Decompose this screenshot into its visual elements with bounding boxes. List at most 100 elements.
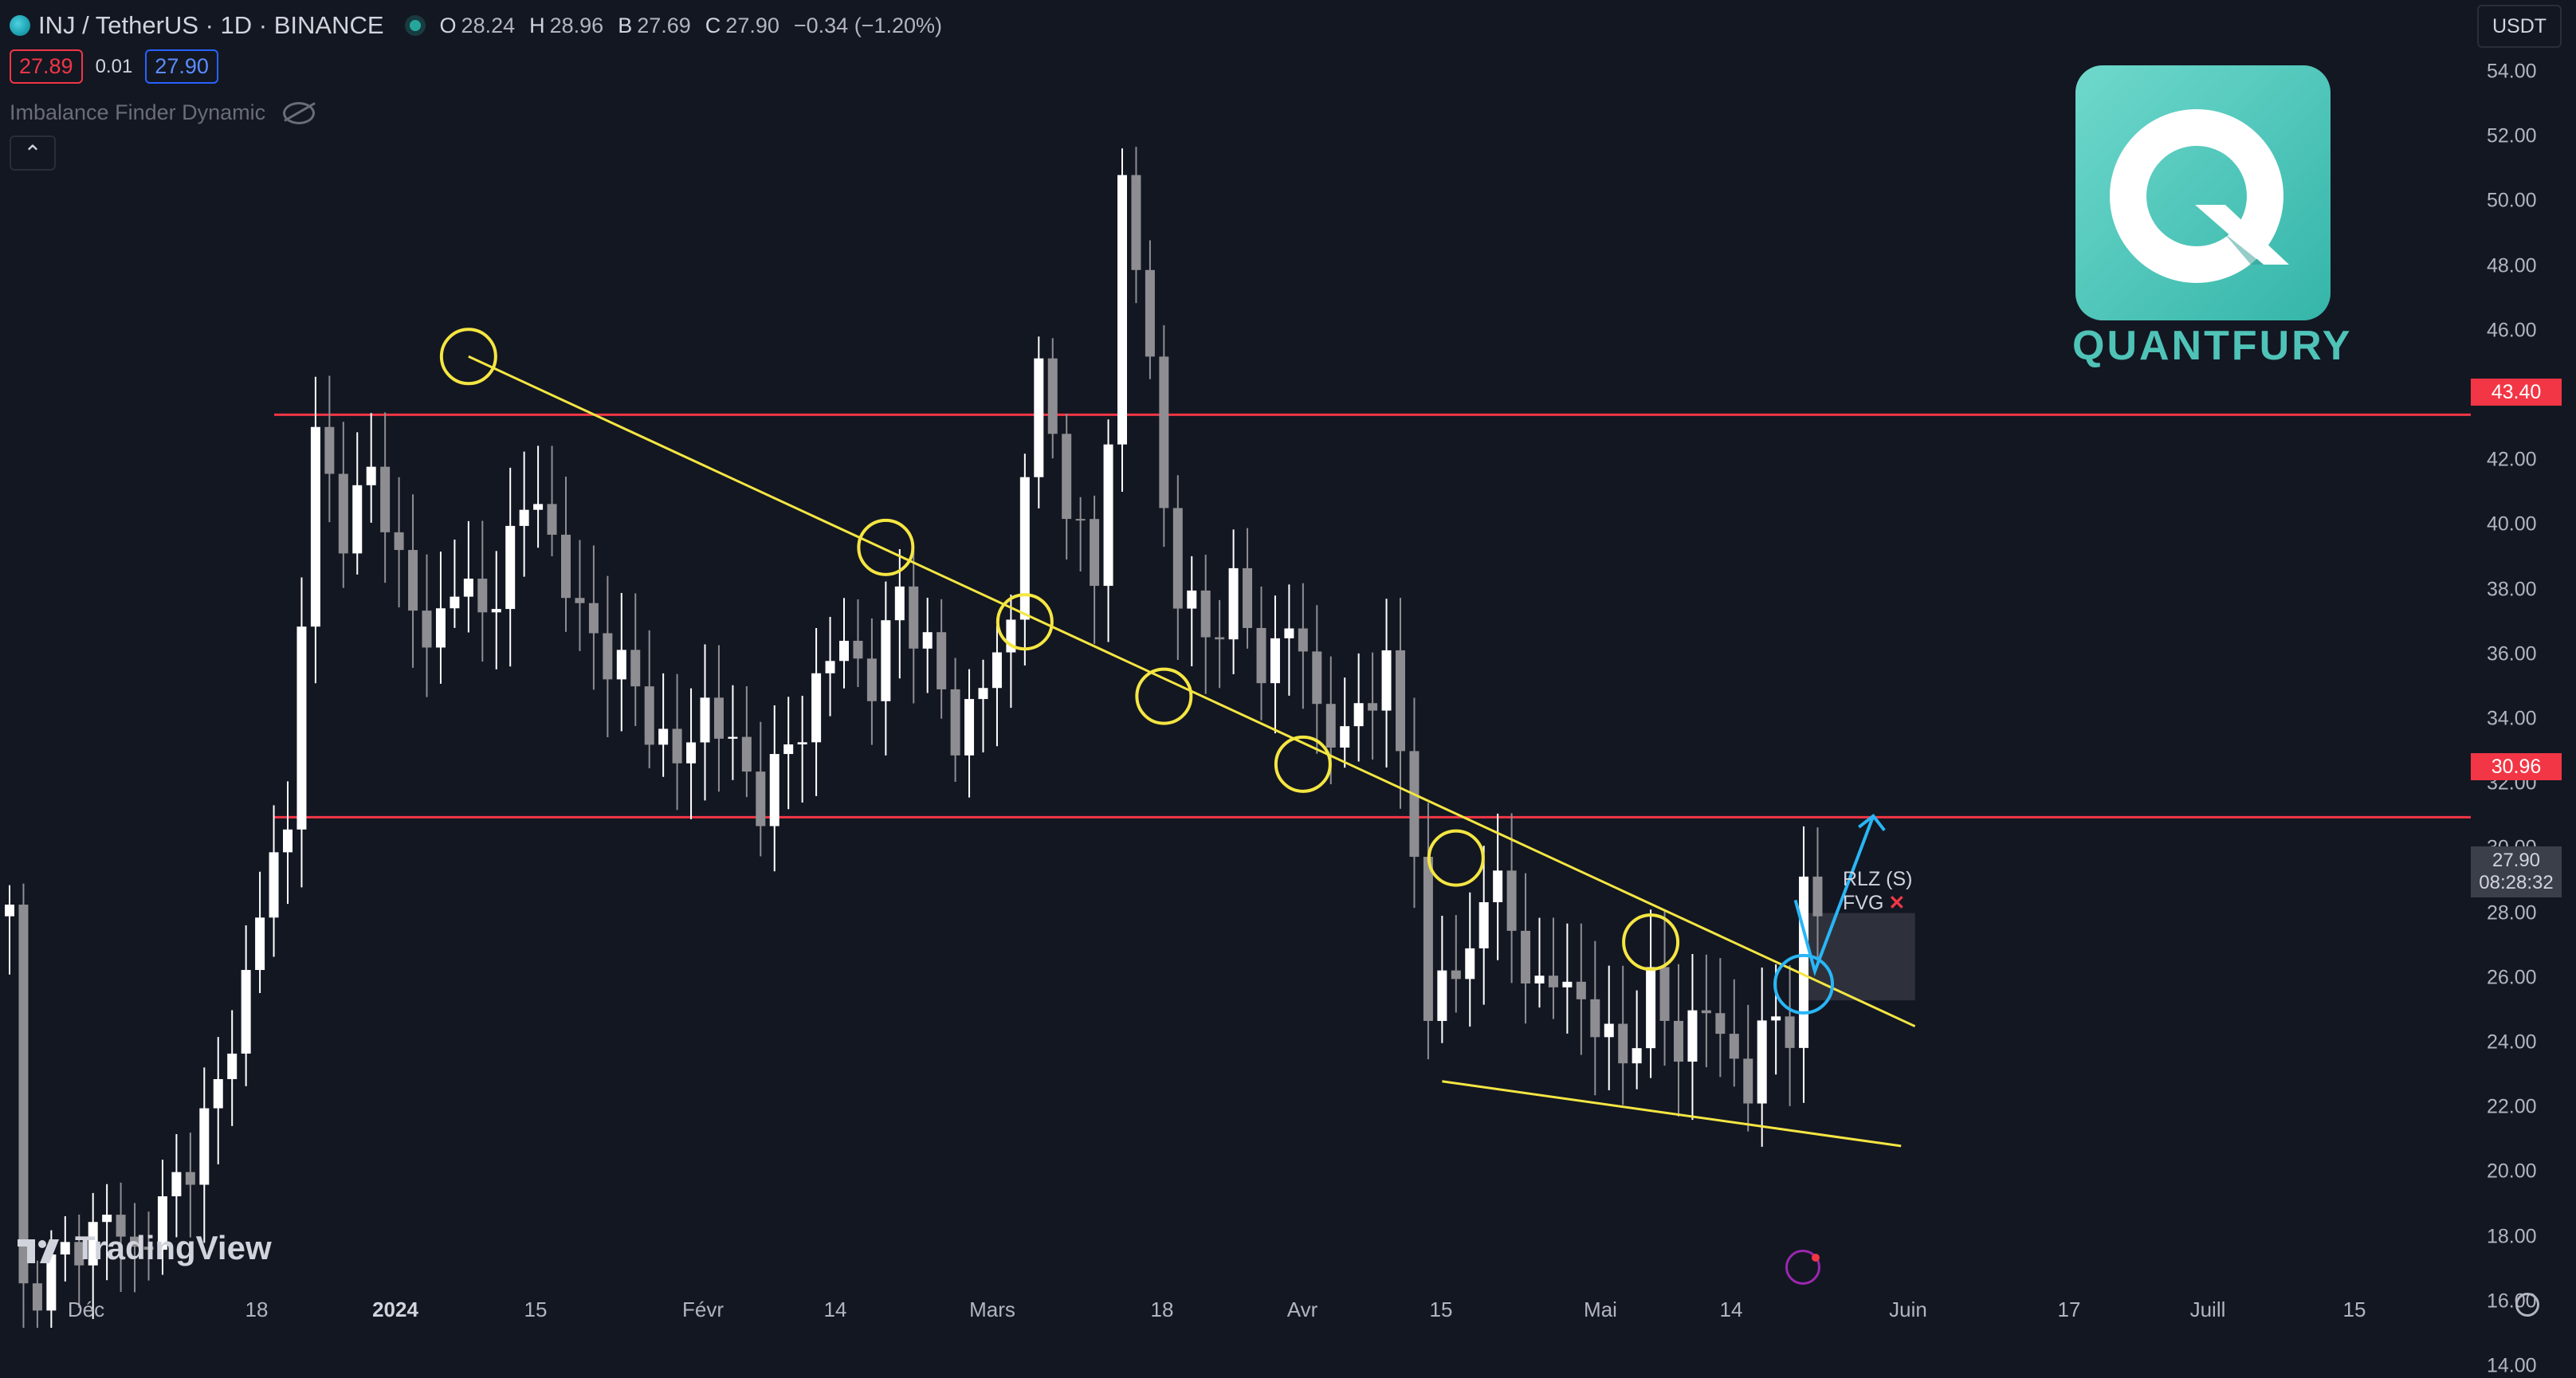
price-tick-3: 48.00 [2487, 254, 2537, 277]
candle-102 [1423, 857, 1433, 1021]
trade-buttons: 27.89 0.01 27.90 [10, 49, 218, 84]
candle-18 [255, 917, 265, 971]
candle-11 [157, 1196, 167, 1250]
candle-117 [1632, 1048, 1642, 1064]
price-tick-13: 28.00 [2487, 901, 2537, 925]
fvg-annotation: RLZ (S) FVG ✕ [1843, 867, 1913, 915]
candle-41 [575, 598, 585, 603]
flash-alert-icon[interactable] [1785, 1250, 1820, 1285]
candle-15 [213, 1078, 223, 1109]
candle-1 [18, 905, 29, 1284]
candle-71 [992, 652, 1002, 689]
candle-76 [1062, 434, 1072, 520]
candle-121 [1687, 1010, 1698, 1062]
candle-12 [171, 1172, 182, 1197]
candle-78 [1090, 519, 1100, 587]
candle-74 [1034, 358, 1044, 477]
candle-68 [950, 689, 960, 756]
time-tick-9: 15 [1429, 1298, 1453, 1321]
candle-29 [408, 550, 418, 611]
candle-84 [1172, 508, 1183, 609]
candle-54 [756, 771, 766, 826]
candle-23 [324, 426, 335, 474]
currency-selector[interactable]: USDT [2477, 5, 2562, 48]
candle-55 [769, 754, 779, 826]
candle-108 [1506, 870, 1517, 931]
indicator-name: Imbalance Finder Dynamic [10, 100, 266, 124]
candle-98 [1368, 703, 1378, 711]
price-tick-20: 14.00 [2487, 1354, 2537, 1377]
gear-icon[interactable] [2515, 1293, 2539, 1317]
candle-109 [1521, 930, 1531, 983]
candle-36 [505, 525, 516, 610]
tradingview-wordmark: TradingView [75, 1229, 272, 1266]
bar-countdown: 08:28:32 [2479, 872, 2554, 893]
candle-19 [269, 852, 279, 918]
candle-50 [700, 697, 710, 743]
candle-17 [241, 970, 251, 1054]
buy-button[interactable]: 27.90 [145, 49, 218, 84]
indicator-legend[interactable]: Imbalance Finder Dynamic [10, 100, 316, 125]
candle-113 [1576, 981, 1586, 999]
candle-69 [964, 699, 975, 756]
candle-111 [1548, 976, 1558, 987]
trendline-1 [1442, 1080, 1902, 1148]
candle-4 [60, 1242, 70, 1254]
collapse-legend-button[interactable]: ⌃ [10, 135, 56, 171]
time-tick-13: 17 [2057, 1298, 2081, 1321]
ohlc-values: O 28.24 H 28.96 B 27.69 C 27.90 −0.34 (−1.20… [439, 13, 943, 37]
chevron-up-icon: ⌃ [23, 140, 42, 166]
candle-28 [394, 532, 404, 551]
symbol-title[interactable]: INJ / TetherUS · 1D · BINANCE [38, 11, 384, 39]
candle-9 [130, 1236, 140, 1247]
touch-circle-6 [1622, 913, 1680, 972]
candle-79 [1103, 444, 1113, 587]
resistance-price-tag: 43.40 [2471, 379, 2562, 406]
tradingview-logo: TradingView [18, 1229, 272, 1267]
candle-0 [5, 905, 14, 917]
time-tick-7: 18 [1150, 1298, 1174, 1321]
touch-circle-4 [1274, 735, 1332, 793]
inj-coin-icon [10, 15, 30, 36]
candle-73 [1019, 477, 1030, 620]
candle-92 [1284, 628, 1294, 638]
eye-hidden-icon[interactable] [283, 101, 316, 124]
time-tick-14: Juill [2189, 1298, 2226, 1321]
price-chart[interactable] [0, 0, 2576, 1328]
candle-59 [825, 661, 835, 673]
candle-126 [1757, 1020, 1767, 1104]
candle-48 [672, 728, 682, 764]
projection-arrow [1793, 815, 1875, 977]
price-tick-1: 52.00 [2487, 124, 2537, 147]
candle-115 [1604, 1023, 1614, 1038]
support-price-tag: 30.96 [2471, 753, 2562, 780]
price-tick-18: 18.00 [2487, 1225, 2537, 1248]
price-tick-16: 22.00 [2487, 1095, 2537, 1118]
candle-40 [561, 534, 571, 599]
candle-130 [1812, 876, 1823, 917]
quantfury-wordmark: QUANTFURY [2072, 323, 2353, 369]
candle-125 [1743, 1058, 1753, 1104]
price-tick-8: 38.00 [2487, 578, 2537, 601]
candle-57 [797, 742, 807, 745]
candle-60 [839, 641, 849, 662]
candle-61 [853, 641, 863, 659]
candle-77 [1075, 519, 1086, 521]
candle-128 [1785, 1016, 1795, 1048]
close-icon[interactable]: ✕ [1888, 892, 1906, 914]
price-tick-17: 20.00 [2487, 1160, 2537, 1183]
price-tick-2: 50.00 [2487, 189, 2537, 212]
candle-16 [227, 1053, 238, 1079]
candle-42 [588, 603, 599, 634]
candle-95 [1325, 704, 1336, 748]
candle-120 [1674, 1020, 1683, 1062]
sell-button[interactable]: 27.89 [10, 49, 83, 84]
candle-87 [1215, 637, 1225, 640]
rlz-label: RLZ (S) [1843, 868, 1913, 890]
candle-112 [1562, 981, 1573, 987]
candle-51 [713, 697, 724, 739]
retest-circle [1773, 953, 1835, 1015]
candle-53 [741, 736, 752, 772]
candle-88 [1228, 567, 1239, 640]
candle-6 [88, 1222, 98, 1266]
